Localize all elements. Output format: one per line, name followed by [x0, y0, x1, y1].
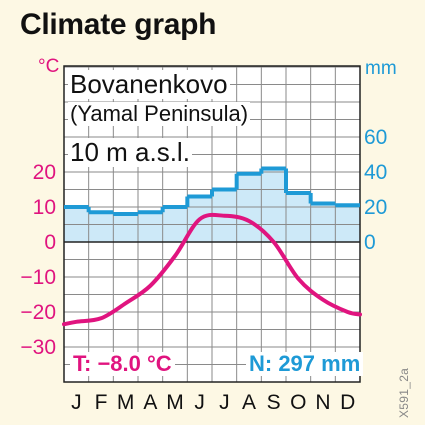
precipitation-unit: mm: [365, 58, 397, 79]
station-elevation: 10 m a.s.l.: [68, 137, 192, 167]
month-label: J: [194, 391, 205, 414]
precipitation-tick-label: 20: [364, 196, 388, 219]
month-label: J: [71, 391, 82, 414]
month-label: O: [290, 391, 307, 414]
annual-precipitation-label: N: 297 mm: [246, 351, 364, 377]
month-label: J: [219, 391, 230, 414]
month-label: S: [266, 391, 281, 414]
station-name: Bovanenkovo: [68, 69, 230, 99]
temperature-tick-label: 10: [32, 196, 56, 219]
temperature-tick-label: 0: [44, 231, 56, 254]
temperature-tick-label: 20: [32, 161, 56, 184]
temperature-tick-label: −30: [20, 336, 56, 359]
precipitation-tick-label: 60: [364, 126, 388, 149]
temperature-tick-label: −20: [20, 301, 56, 324]
month-label: A: [143, 391, 158, 414]
figure-code: X591_2a: [397, 367, 411, 418]
temperature-unit: °C: [38, 56, 60, 77]
month-label: A: [241, 391, 256, 414]
temperature-tick-label: −10: [20, 266, 56, 289]
month-label: M: [166, 391, 184, 414]
station-region: (Yamal Peninsula): [68, 101, 251, 127]
month-label: D: [340, 391, 356, 414]
plot-frame: [63, 65, 361, 383]
month-label: F: [94, 391, 108, 414]
chart-title: Climate graph: [20, 8, 217, 41]
precipitation-tick-label: 0: [364, 231, 376, 254]
month-label: M: [116, 391, 135, 414]
month-label: N: [315, 391, 331, 414]
annual-temperature-label: T: −8.0 °C: [70, 351, 175, 377]
temperature-line: [62, 212, 362, 327]
precipitation-tick-label: 40: [364, 161, 388, 184]
